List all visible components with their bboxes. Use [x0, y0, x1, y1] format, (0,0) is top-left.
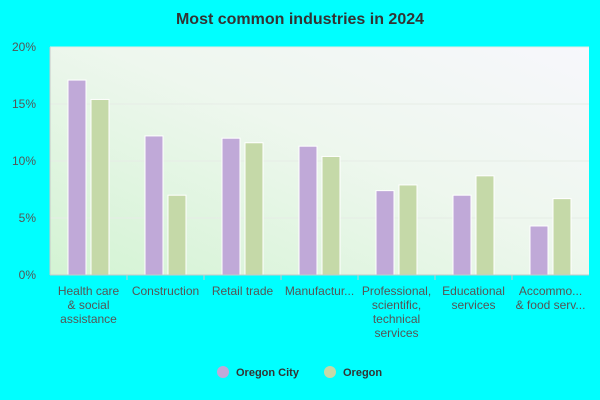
x-tick-label: Educational: [442, 284, 505, 298]
category-group: [529, 198, 572, 276]
legend-label: Oregon City: [236, 367, 300, 379]
legend: Oregon City Oregon: [217, 366, 382, 379]
x-tick-label: Health care: [58, 284, 120, 298]
bar-oregon[interactable]: [552, 198, 572, 276]
y-tick-label: 20%: [12, 40, 36, 54]
category-group: [375, 184, 418, 276]
legend-label: Oregon: [343, 367, 382, 379]
bar-oregon-city[interactable]: [529, 225, 549, 276]
category-group: [144, 135, 187, 276]
gridlines: [50, 46, 589, 219]
chart-title: Most common industries in 2024: [176, 11, 424, 28]
bars: [67, 79, 572, 276]
category-group: [452, 175, 495, 276]
bar-oregon-city[interactable]: [452, 194, 472, 276]
legend-swatch: [217, 366, 229, 378]
y-tick-label: 15%: [12, 97, 36, 111]
x-tick-label: Construction: [132, 284, 199, 298]
x-tick-label: Accommo...: [519, 284, 582, 298]
axes: 0% 5% 10% 15% 20% Health care& socialassistan…: [12, 40, 589, 340]
y-tick-label: 0%: [19, 268, 37, 282]
bar-oregon-city[interactable]: [221, 137, 241, 276]
y-tick-label: 5%: [19, 211, 37, 225]
legend-swatch: [324, 366, 336, 378]
x-tick-label: Retail trade: [212, 284, 274, 298]
bar-oregon-city[interactable]: [144, 135, 164, 276]
x-tick-label: & food serv...: [516, 298, 586, 312]
y-tick-label: 10%: [12, 154, 36, 168]
x-tick-label: scientific,: [372, 298, 421, 312]
x-tick-label: & social: [67, 298, 109, 312]
bar-oregon[interactable]: [90, 98, 110, 276]
x-tick-label: services: [374, 326, 418, 340]
bar-oregon-city[interactable]: [375, 190, 395, 276]
x-tick-label: Manufactur...: [285, 284, 354, 298]
bar-oregon-city[interactable]: [298, 145, 318, 276]
bar-oregon[interactable]: [167, 194, 187, 276]
category-group: [298, 145, 341, 276]
bar-oregon[interactable]: [475, 175, 495, 276]
x-tick-label: technical: [373, 312, 420, 326]
bar-oregon[interactable]: [321, 155, 341, 276]
x-tick-label: Professional,: [362, 284, 431, 298]
x-tick-label: assistance: [60, 312, 117, 326]
bar-oregon-city[interactable]: [67, 79, 87, 276]
x-tick-label: services: [451, 298, 495, 312]
bar-oregon[interactable]: [244, 142, 264, 276]
bar-oregon[interactable]: [398, 184, 418, 276]
